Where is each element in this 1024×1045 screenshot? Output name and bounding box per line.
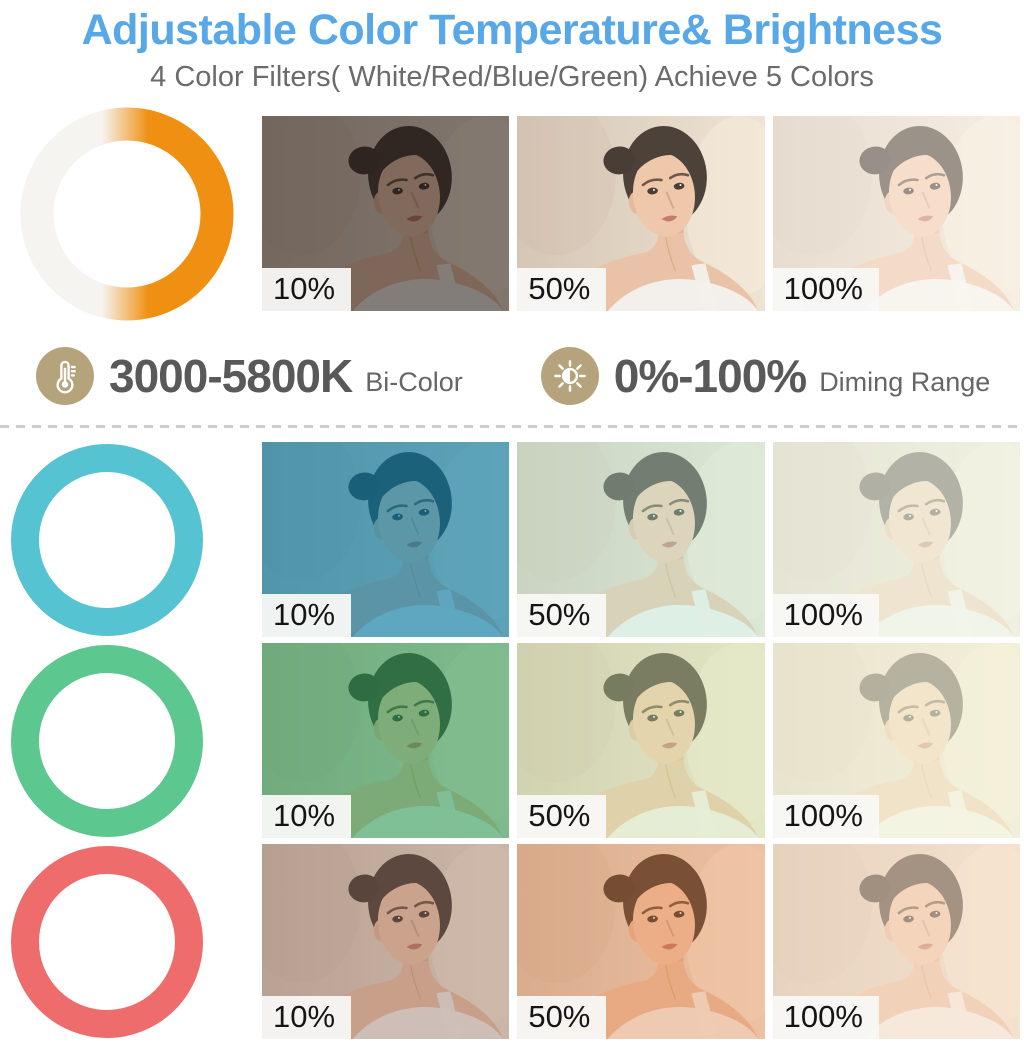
photo-tile: 100% <box>772 116 1020 312</box>
brightness-label: 100% <box>772 267 879 312</box>
red-photo-row: 10% 50% 100% <box>262 844 1020 1040</box>
brightness-label: 100% <box>772 593 879 638</box>
dimming-value: 0%-100% <box>613 350 807 403</box>
brightness-icon <box>540 347 599 406</box>
specs-row: 3000-5800K Bi-Color 0%-100% Diming Range <box>0 347 1024 406</box>
blue-photo-row: 10% 50% 100% <box>262 442 1020 638</box>
brightness-label: 50% <box>517 995 607 1040</box>
page-title: Adjustable Color Temperature& Brightness <box>81 6 943 54</box>
spec-dimming-range: 0%-100% Diming Range <box>540 347 991 406</box>
photo-tile: 50% <box>517 442 765 638</box>
brightness-label: 10% <box>262 593 352 638</box>
green-filter-ring-image <box>8 642 206 840</box>
dashed-divider <box>0 425 1024 429</box>
brightness-label: 10% <box>262 794 352 839</box>
photo-tile: 10% <box>262 643 510 839</box>
green-photo-row: 10% 50% 100% <box>262 643 1020 839</box>
photo-tile: 10% <box>262 442 510 638</box>
brightness-label: 10% <box>262 267 352 312</box>
brightness-label: 10% <box>262 995 352 1040</box>
blue-filter-ring-image <box>8 441 206 639</box>
photo-tile: 100% <box>772 442 1020 638</box>
brightness-label: 50% <box>517 267 607 312</box>
photo-tile: 50% <box>517 643 765 839</box>
page-subtitle: 4 Color Filters( White/Red/Blue/Green) A… <box>150 61 874 94</box>
thermometer-icon <box>36 347 94 406</box>
photo-tile: 100% <box>772 844 1020 1040</box>
filters-section: 10% 50% 100% 10% 50% 100% 10% 50% 100% <box>0 442 1024 1045</box>
red-filter-ring-image <box>8 843 206 1041</box>
brightness-label: 50% <box>517 794 607 839</box>
bicolor-photo-row: 10% 50% 100% <box>262 116 1020 312</box>
color-temp-label: Bi-Color <box>365 366 463 397</box>
spec-color-temperature: 3000-5800K Bi-Color <box>36 347 463 406</box>
photo-tile: 100% <box>772 643 1020 839</box>
bicolor-section: 10% 50% 100% <box>0 107 1024 321</box>
photo-tile: 10% <box>262 116 510 312</box>
color-temp-value: 3000-5800K <box>109 350 353 403</box>
brightness-label: 100% <box>772 794 879 839</box>
photo-tile: 50% <box>517 116 765 312</box>
brightness-label: 50% <box>517 593 607 638</box>
photo-tile: 50% <box>517 844 765 1040</box>
bicolor-ring-image <box>18 105 236 323</box>
dimming-label: Diming Range <box>819 366 991 397</box>
photo-tile: 10% <box>262 844 510 1040</box>
brightness-label: 100% <box>772 995 879 1040</box>
